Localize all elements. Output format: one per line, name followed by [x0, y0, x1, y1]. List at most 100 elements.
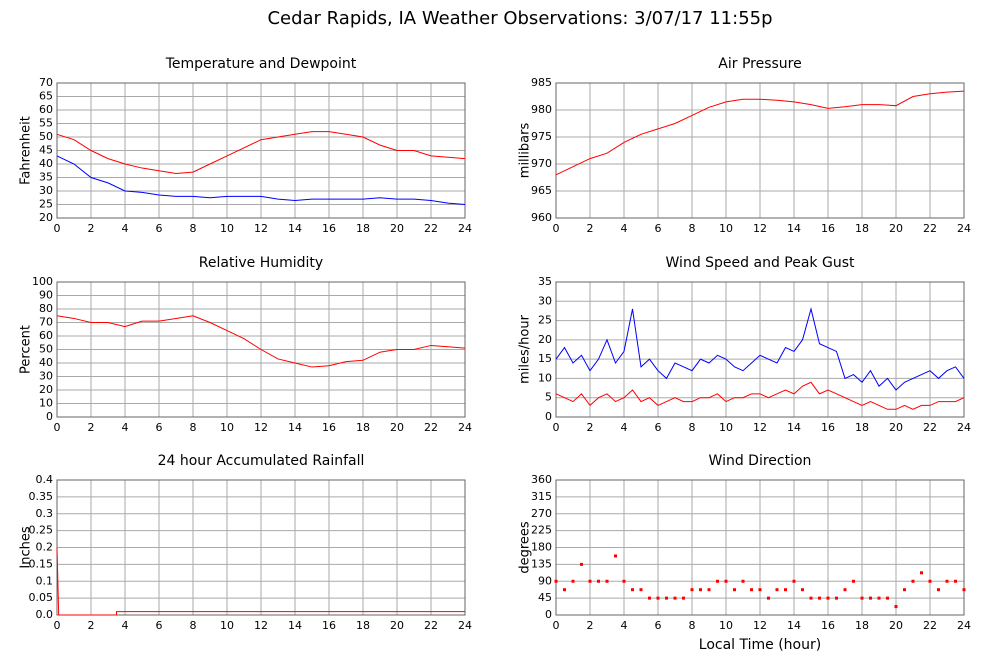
- x-tick-label: 16: [322, 619, 336, 632]
- x-tick-label: 18: [855, 222, 869, 235]
- x-tick-label: 0: [553, 222, 560, 235]
- y-tick-label: 35: [538, 275, 552, 288]
- data-point: [826, 596, 830, 600]
- data-line: [56, 547, 465, 616]
- plot-frame: [555, 82, 965, 219]
- y-tick-label: 970: [531, 157, 552, 170]
- x-tick-label: 16: [322, 421, 336, 434]
- x-tick-label: 14: [787, 619, 801, 632]
- data-point: [707, 588, 711, 592]
- x-tick-label: 24: [458, 222, 472, 235]
- data-point: [758, 588, 762, 592]
- y-tick-label: 0.25: [29, 524, 54, 537]
- x-axis-label: Local Time (hour): [699, 637, 821, 653]
- x-tick-label: 20: [390, 421, 404, 434]
- x-tick-label: 2: [88, 222, 95, 235]
- chart-title: Wind Direction: [709, 453, 812, 469]
- x-tick-label: 12: [753, 421, 767, 434]
- x-tick-label: 6: [156, 421, 163, 434]
- x-tick-label: 2: [587, 619, 594, 632]
- data-point: [631, 588, 634, 592]
- x-tick-label: 18: [356, 619, 370, 632]
- data-point: [597, 579, 600, 583]
- data-point: [690, 588, 694, 592]
- data-point: [775, 588, 779, 592]
- y-tick-label: 180: [531, 541, 552, 554]
- y-tick-label: 135: [531, 557, 552, 570]
- data-point: [571, 579, 575, 583]
- data-point: [588, 579, 592, 583]
- data-point: [767, 596, 770, 600]
- data-point: [716, 579, 719, 583]
- x-tick-label: 14: [288, 619, 302, 632]
- data-line: [56, 131, 466, 174]
- y-tick-label: 50: [39, 130, 53, 143]
- y-axis-label: miles/hour: [518, 314, 533, 383]
- x-tick-label: 10: [719, 421, 733, 434]
- x-tick-label: 16: [821, 222, 835, 235]
- x-tick-label: 18: [356, 222, 370, 235]
- data-point: [937, 588, 940, 592]
- y-tick-label: 70: [39, 76, 53, 89]
- data-point: [928, 579, 932, 583]
- x-tick-label: 22: [923, 222, 937, 235]
- x-tick-label: 22: [424, 222, 438, 235]
- y-tick-label: 0.15: [29, 557, 54, 570]
- data-point: [792, 579, 796, 583]
- data-point: [682, 596, 685, 600]
- y-tick-label: 50: [39, 343, 53, 356]
- data-point: [962, 588, 966, 592]
- data-point: [622, 579, 626, 583]
- y-tick-label: 60: [39, 329, 53, 342]
- chart-title: Relative Humidity: [199, 255, 323, 271]
- x-tick-label: 6: [655, 619, 662, 632]
- x-tick-label: 12: [254, 222, 268, 235]
- plot-frame: [56, 281, 466, 418]
- x-tick-label: 4: [122, 421, 129, 434]
- x-tick-label: 4: [621, 421, 628, 434]
- y-tick-label: 45: [39, 144, 53, 157]
- x-tick-label: 8: [190, 421, 197, 434]
- x-tick-label: 22: [424, 421, 438, 434]
- x-tick-label: 8: [689, 619, 696, 632]
- x-tick-label: 12: [753, 619, 767, 632]
- x-tick-label: 20: [889, 222, 903, 235]
- y-tick-label: 225: [531, 524, 552, 537]
- chart-title: Wind Speed and Peak Gust: [666, 255, 855, 271]
- y-tick-label: 30: [538, 294, 552, 307]
- x-tick-label: 6: [655, 222, 662, 235]
- y-tick-label: 25: [39, 198, 53, 211]
- x-tick-label: 10: [220, 619, 234, 632]
- y-tick-label: 10: [39, 397, 53, 410]
- data-point: [554, 579, 558, 583]
- data-point: [801, 588, 804, 592]
- x-tick-label: 18: [356, 421, 370, 434]
- y-tick-label: 30: [39, 184, 53, 197]
- x-tick-label: 4: [621, 619, 628, 632]
- y-tick-label: 45: [538, 591, 552, 604]
- data-point: [809, 596, 813, 600]
- plot-frame: [56, 82, 466, 219]
- y-axis-label: degrees: [518, 521, 533, 574]
- x-tick-label: 18: [855, 619, 869, 632]
- y-tick-label: 15: [538, 352, 552, 365]
- y-tick-label: 25: [538, 314, 552, 327]
- data-point: [784, 588, 787, 592]
- x-tick-label: 20: [889, 421, 903, 434]
- data-line: [555, 90, 965, 176]
- data-point: [954, 579, 957, 583]
- x-tick-label: 4: [122, 619, 129, 632]
- data-point: [614, 554, 617, 558]
- x-tick-label: 12: [254, 619, 268, 632]
- y-tick-label: 30: [39, 370, 53, 383]
- x-tick-label: 20: [390, 222, 404, 235]
- y-tick-label: 0.2: [36, 541, 54, 554]
- data-line: [56, 155, 466, 205]
- data-point: [741, 579, 745, 583]
- y-tick-label: 0.4: [36, 473, 54, 486]
- y-tick-label: 985: [531, 76, 552, 89]
- x-tick-label: 4: [122, 222, 129, 235]
- x-tick-label: 24: [957, 222, 971, 235]
- x-tick-label: 6: [156, 619, 163, 632]
- x-tick-label: 16: [821, 619, 835, 632]
